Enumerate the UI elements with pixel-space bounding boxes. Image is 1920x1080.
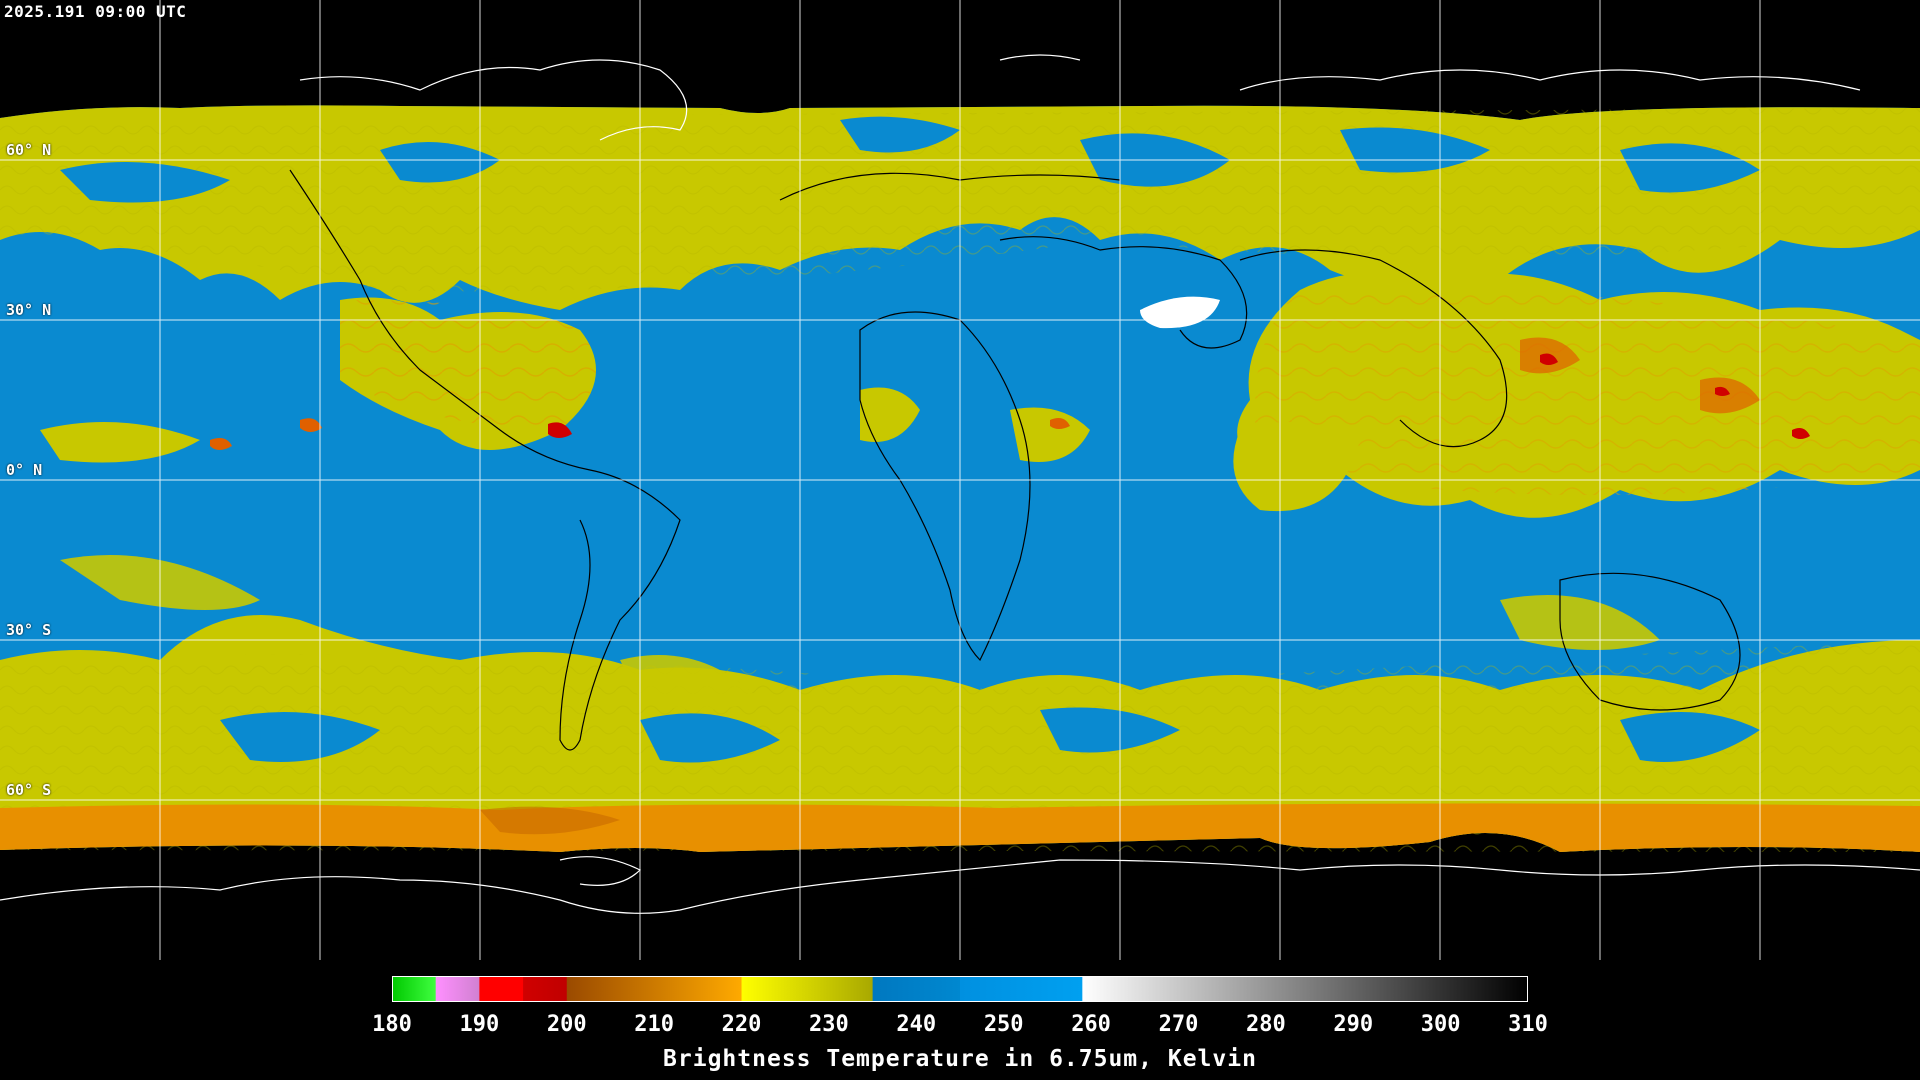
latitude-label: 60° N: [6, 141, 52, 159]
water-vapor-image: [0, 0, 1920, 960]
colorbar-tick-label: 300: [1420, 1012, 1461, 1037]
colorbar-tick-label: 180: [372, 1012, 412, 1037]
colorbar-tick-label: 270: [1158, 1012, 1199, 1037]
colorbar-tick-label: 220: [721, 1012, 762, 1037]
satellite-map: 2025.191 09:00 UTC 60° N 30° N 0° N 30° S 60…: [0, 0, 1920, 960]
colorbar-segment: [872, 976, 961, 1002]
colorbar-tick-label: 210: [634, 1012, 675, 1037]
colorbar-segment: [523, 976, 568, 1002]
colorbar-segment: [435, 976, 480, 1002]
latitude-label: 30° S: [6, 621, 52, 639]
colorbar-tick-label: 250: [983, 1012, 1024, 1037]
colorbar: [392, 976, 1528, 1002]
colorbar-tick-label: 310: [1508, 1012, 1548, 1037]
colorbar-tick-label: 200: [546, 1012, 587, 1037]
timestamp: 2025.191 09:00 UTC: [4, 2, 187, 21]
colorbar-tick-label: 240: [896, 1012, 937, 1037]
colorbar-tick-label: 280: [1245, 1012, 1286, 1037]
colorbar-segment: [1082, 976, 1528, 1002]
colorbar-tick-label: 260: [1071, 1012, 1111, 1037]
colorbar-segment: [392, 976, 437, 1002]
colorbar-tick-label: 190: [459, 1012, 500, 1037]
latitude-label: 30° N: [6, 301, 52, 319]
latitude-label: 60° S: [6, 781, 52, 799]
colorbar-tick-label: 290: [1333, 1012, 1374, 1037]
colorbar-segment: [566, 976, 743, 1002]
colorbar-segment: [479, 976, 524, 1002]
graticule: [0, 0, 1920, 960]
colorbar-segment: [960, 976, 1083, 1002]
colorbar-tick-label: 230: [809, 1012, 849, 1037]
colorbar-title: Brightness Temperature in 6.75um, Kelvin: [663, 1046, 1257, 1072]
colorbar-segment: [741, 976, 874, 1002]
latitude-label: 0° N: [6, 461, 43, 479]
